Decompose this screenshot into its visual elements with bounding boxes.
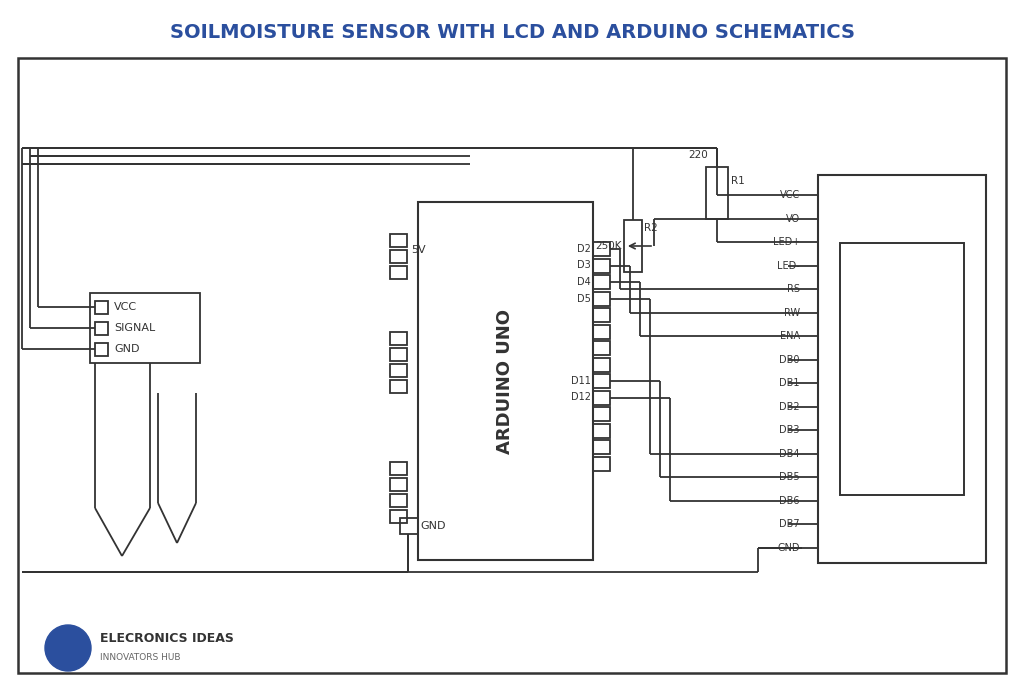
Text: DB4: DB4 [779, 449, 800, 459]
Text: GND: GND [420, 521, 445, 531]
Bar [593, 308, 610, 322]
Bar [840, 243, 964, 495]
Text: DB2: DB2 [779, 401, 800, 412]
Bar [390, 380, 407, 393]
Bar [818, 175, 986, 563]
Text: SIGNAL: SIGNAL [114, 323, 156, 333]
Bar [390, 462, 407, 475]
Text: D11: D11 [571, 376, 591, 386]
Bar [390, 364, 407, 377]
Bar [593, 341, 610, 355]
Bar [593, 325, 610, 339]
Bar [593, 374, 610, 388]
Text: R1: R1 [731, 176, 744, 186]
Text: 220: 220 [688, 150, 708, 160]
Text: D5: D5 [578, 293, 591, 303]
Text: DB3: DB3 [779, 425, 800, 436]
Bar [418, 202, 593, 560]
Bar [593, 259, 610, 273]
Bar [400, 518, 418, 534]
Bar [95, 343, 108, 356]
Bar [95, 322, 108, 335]
Text: VCC: VCC [114, 302, 137, 312]
Bar [624, 220, 642, 272]
Bar [593, 457, 610, 470]
Bar [390, 494, 407, 507]
Text: R2: R2 [644, 223, 657, 233]
Bar [390, 332, 407, 345]
Text: DB5: DB5 [779, 473, 800, 482]
Bar [706, 167, 728, 219]
Text: D4: D4 [578, 277, 591, 287]
Bar [390, 510, 407, 523]
Bar [90, 293, 200, 363]
Bar [593, 440, 610, 454]
Text: RW: RW [784, 307, 800, 318]
Bar [593, 407, 610, 421]
Bar [390, 234, 407, 247]
Bar [390, 478, 407, 491]
Text: GND: GND [114, 344, 139, 354]
Text: ARDUINO UNO: ARDUINO UNO [496, 309, 514, 454]
Bar [390, 348, 407, 361]
Text: 5V: 5V [411, 245, 426, 255]
Bar [593, 424, 610, 438]
Text: DB7: DB7 [779, 519, 800, 530]
Bar [593, 291, 610, 305]
Text: INNOVATORS HUB: INNOVATORS HUB [100, 652, 180, 661]
Bar [390, 266, 407, 279]
Bar [390, 250, 407, 263]
Text: GND: GND [777, 543, 800, 553]
Text: VCC: VCC [780, 190, 800, 200]
Bar [593, 242, 610, 256]
Text: SOILMOISTURE SENSOR WITH LCD AND ARDUINO SCHEMATICS: SOILMOISTURE SENSOR WITH LCD AND ARDUINO… [170, 24, 854, 43]
Text: ENA: ENA [780, 331, 800, 342]
Bar [593, 390, 610, 404]
Bar [95, 301, 108, 314]
Text: LED+: LED+ [773, 237, 800, 247]
Text: DB0: DB0 [779, 355, 800, 365]
Circle shape [45, 625, 91, 671]
Text: DB6: DB6 [779, 496, 800, 506]
Bar [593, 358, 610, 372]
Bar [18, 58, 1006, 673]
Text: VO: VO [785, 213, 800, 224]
Text: RS: RS [787, 284, 800, 294]
Text: ELECRONICS IDEAS: ELECRONICS IDEAS [100, 632, 233, 645]
Text: 250K: 250K [596, 241, 622, 251]
Bar [593, 275, 610, 289]
Text: D12: D12 [571, 392, 591, 402]
Text: DB1: DB1 [779, 378, 800, 388]
Text: LED-: LED- [777, 261, 800, 270]
Text: D3: D3 [578, 261, 591, 270]
Text: D2: D2 [578, 244, 591, 254]
